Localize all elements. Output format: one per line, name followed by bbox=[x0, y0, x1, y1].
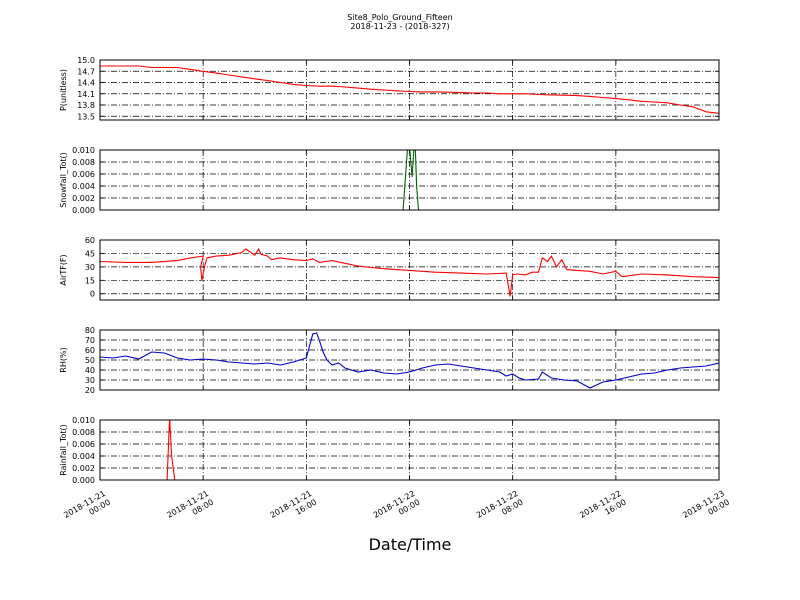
axes-frame bbox=[99, 149, 720, 211]
y-tick-label: 0.002 bbox=[72, 194, 95, 203]
y-tick-label: 80 bbox=[85, 326, 95, 335]
axes-frame bbox=[99, 329, 720, 391]
y-tick-label: 60 bbox=[85, 346, 95, 355]
series-line bbox=[100, 150, 719, 210]
y-tick-label: 0.006 bbox=[72, 170, 95, 179]
y-tick-label: 45 bbox=[85, 249, 95, 258]
y-axis-label: AirTF(F) bbox=[59, 254, 68, 285]
y-tick-label: 14.4 bbox=[77, 79, 95, 88]
y-tick-label: 0.008 bbox=[72, 428, 95, 437]
y-tick-label: 15 bbox=[85, 276, 95, 285]
axes-frame bbox=[99, 59, 720, 121]
x-tick-label: 2018-11-2208:00 bbox=[475, 489, 525, 529]
y-axis-label: Snowfall_Tot() bbox=[59, 152, 68, 208]
y-tick-label: 20 bbox=[85, 386, 95, 395]
series-line bbox=[100, 65, 719, 114]
y-tick-label: 15.0 bbox=[77, 56, 95, 65]
y-tick-label: 60 bbox=[85, 236, 95, 245]
y-tick-label: 30 bbox=[85, 263, 95, 272]
y-tick-label: 14.1 bbox=[77, 90, 95, 99]
x-tick-label: 2018-11-2116:00 bbox=[269, 489, 319, 529]
y-tick-label: 13.8 bbox=[77, 101, 95, 110]
axes-frame bbox=[99, 419, 720, 481]
chart-title: Site8_Polo_Ground_Fifteen bbox=[347, 13, 452, 22]
y-tick-label: 0.000 bbox=[72, 206, 95, 215]
y-tick-label: 0.008 bbox=[72, 158, 95, 167]
x-tick-label: 2018-11-2100:00 bbox=[62, 489, 112, 529]
y-tick-label: 0 bbox=[90, 290, 95, 299]
y-tick-label: 0.004 bbox=[72, 452, 95, 461]
y-tick-label: 50 bbox=[85, 356, 95, 365]
y-tick-label: 0.010 bbox=[72, 416, 95, 425]
panel-5: 0.010 0.008 0.006 0.004 0.002 0.000 Rainfall_T… bbox=[59, 416, 720, 485]
y-axis-label: P(unitless) bbox=[59, 69, 68, 111]
y-tick-label: 0.010 bbox=[72, 146, 95, 155]
series-line bbox=[100, 332, 719, 389]
axes-frame bbox=[99, 239, 720, 301]
panel-3: 60 45 30 15 0 AirTF(F) bbox=[59, 236, 720, 301]
y-tick-label: 0.006 bbox=[72, 440, 95, 449]
y-tick-label: 0.004 bbox=[72, 182, 95, 191]
y-tick-label: 0.000 bbox=[72, 476, 95, 485]
y-tick-label: 30 bbox=[85, 376, 95, 385]
x-axis-label: Date/Time bbox=[369, 535, 452, 554]
x-tick-label: 2018-11-2108:00 bbox=[165, 489, 215, 529]
y-tick-label: 0.002 bbox=[72, 464, 95, 473]
x-tick-label: 2018-11-2300:00 bbox=[681, 489, 731, 529]
x-tick-label: 2018-11-2216:00 bbox=[578, 489, 628, 529]
y-axis-label: RH(%) bbox=[59, 347, 68, 372]
y-tick-label: 40 bbox=[85, 366, 95, 375]
y-tick-label: 14.7 bbox=[77, 67, 95, 76]
panel-2: 0.010 0.008 0.006 0.004 0.002 0.000 Snowfall_T… bbox=[59, 146, 720, 215]
series-line bbox=[100, 247, 719, 297]
series-line bbox=[100, 420, 719, 480]
panel-1: 15.0 14.7 14.4 14.1 13.8 13.5 P(unitless) bbox=[59, 56, 720, 121]
y-tick-label: 70 bbox=[85, 336, 95, 345]
chart-subtitle: 2018-11-23 - (2018-327) bbox=[350, 22, 449, 31]
y-axis-label: Rainfall_Tot() bbox=[59, 424, 68, 476]
x-tick-label: 2018-11-2200:00 bbox=[372, 489, 422, 529]
y-tick-label: 13.5 bbox=[77, 112, 95, 121]
